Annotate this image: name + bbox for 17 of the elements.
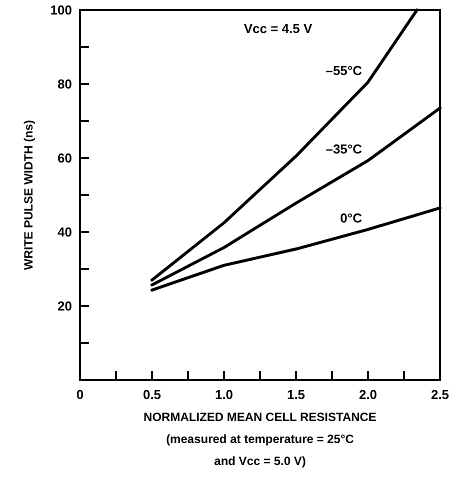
y-axis-title: WRITE PULSE WIDTH (ns) (21, 120, 36, 270)
series-label: –55°C (326, 63, 363, 78)
y-tick-label: 60 (58, 150, 72, 166)
series-label: –35°C (326, 142, 363, 157)
annotation: Vcc = 4.5 V (244, 21, 312, 36)
x-axis-title: NORMALIZED MEAN CELL RESISTANCE (measured at temperature = 25°C and Vcc = 5.0 V) (144, 410, 376, 468)
x-tick-label: 0.5 (142, 387, 162, 402)
y-tick-label: 20 (58, 298, 72, 314)
y-tick-label: 100 (50, 2, 72, 18)
x-tick-label: 1.5 (286, 387, 306, 402)
x-tick-label: 2.5 (430, 387, 450, 402)
x-tick-label: 2.0 (358, 387, 378, 402)
series-label: 0°C (340, 210, 363, 226)
x-tick-label: 1.0 (214, 387, 234, 402)
y-tick-label: 40 (58, 224, 72, 240)
x-tick-label: 0 (76, 387, 84, 402)
y-tick-label: 80 (58, 76, 72, 92)
